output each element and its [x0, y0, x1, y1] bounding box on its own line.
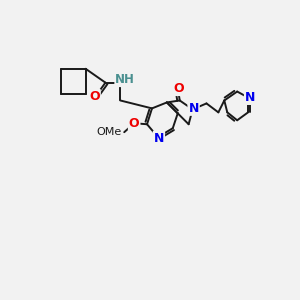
Text: O: O: [173, 82, 184, 95]
Text: OMe: OMe: [96, 127, 121, 137]
Text: N: N: [245, 91, 255, 104]
Text: N: N: [154, 132, 164, 145]
Text: O: O: [89, 90, 100, 103]
Text: O: O: [129, 117, 140, 130]
Text: NH: NH: [115, 73, 135, 86]
Text: N: N: [188, 102, 199, 115]
